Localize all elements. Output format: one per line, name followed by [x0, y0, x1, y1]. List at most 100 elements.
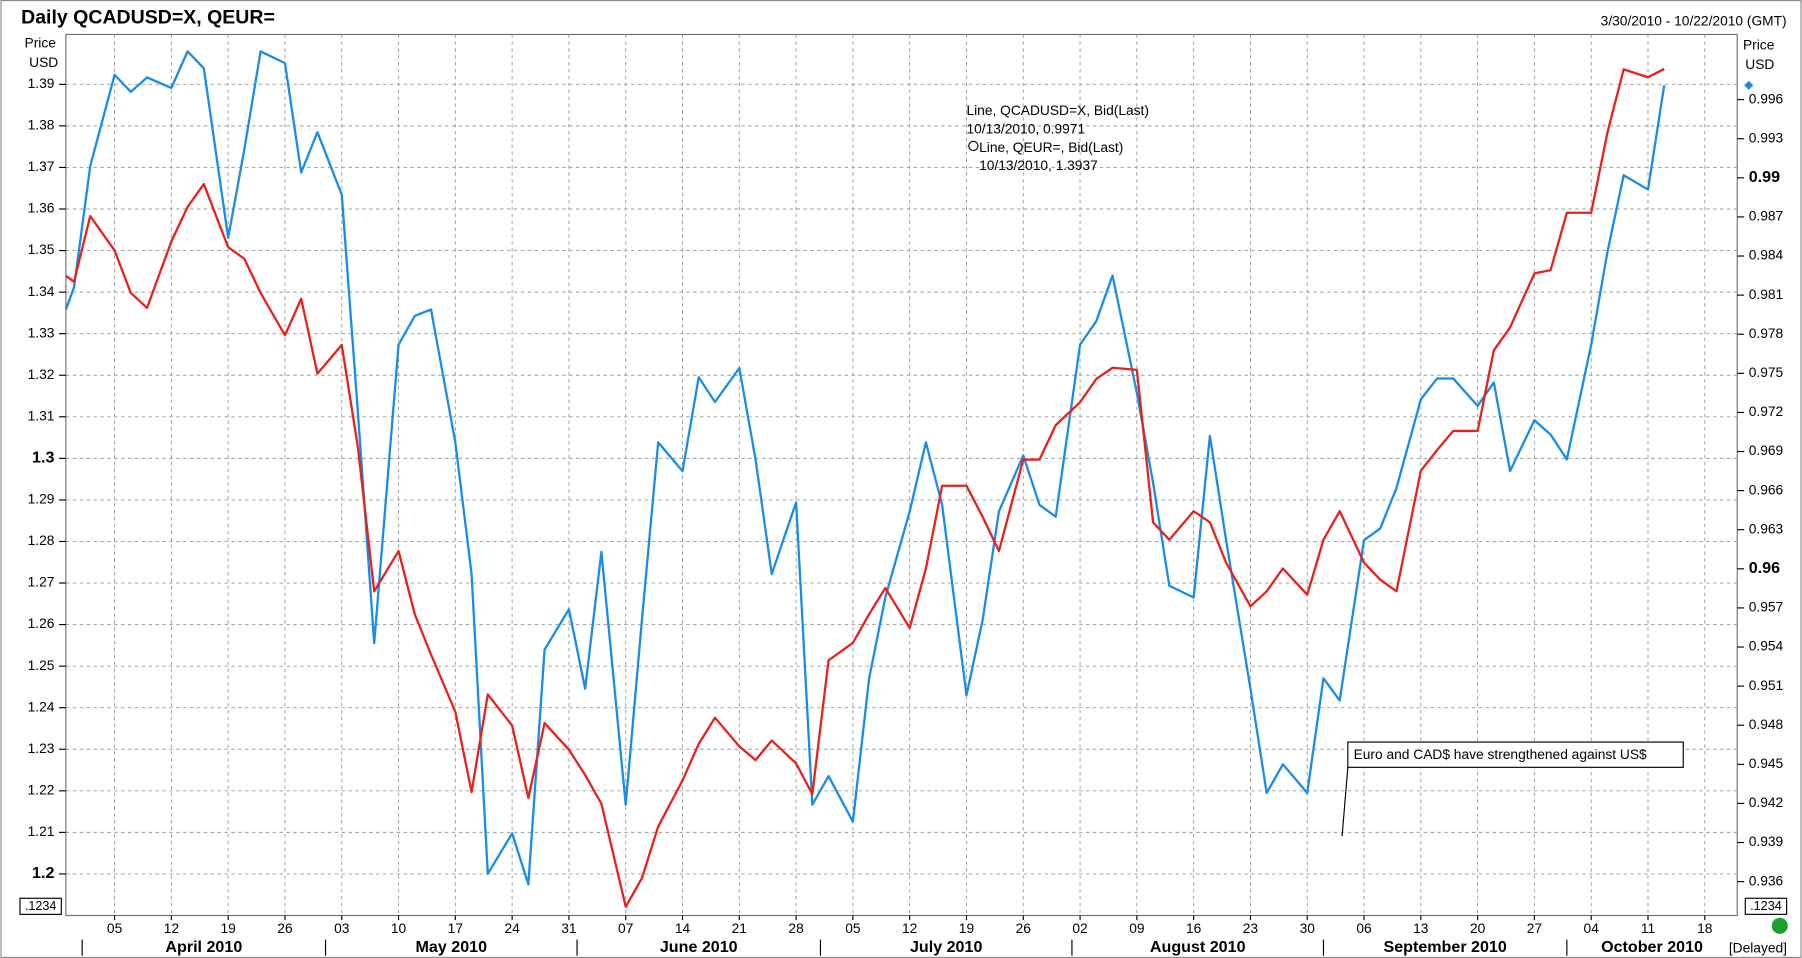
y-tick-label: 1.37 [28, 159, 55, 174]
y-tick-label: 1.32 [28, 367, 55, 382]
x-tick-label: 19 [959, 921, 974, 936]
scale-box [1744, 897, 1788, 915]
y-axis-unit: USD [29, 55, 58, 70]
y2-tick-label: 0.96 [1749, 559, 1780, 577]
x-tick-label: 16 [1186, 921, 1202, 936]
plot-area [65, 33, 1738, 917]
x-tick-label: 28 [788, 921, 804, 936]
y2-tick-label: 0.939 [1749, 834, 1783, 849]
y-tick-label: 1.22 [28, 782, 55, 797]
month-label: October 2010 [1601, 938, 1703, 956]
y2-tick-label: 0.984 [1749, 248, 1784, 263]
status-text: [Delayed] [1729, 940, 1787, 955]
x-tick-label: 05 [845, 921, 861, 936]
y2-tick-label: 0.981 [1749, 287, 1783, 302]
callout-text: Euro and CAD$ have strengthened against … [1354, 747, 1647, 762]
x-tick-label: 09 [1129, 921, 1144, 936]
x-tick-label: 04 [1584, 921, 1600, 936]
y-tick-label: 1.39 [28, 76, 55, 91]
tooltip-series: Line, QCADUSD=X, Bid(Last) [966, 103, 1148, 118]
y-tick-label: 1.28 [28, 533, 55, 548]
y-tick-label: 1.33 [28, 325, 55, 340]
y2-tick-label: 0.948 [1749, 717, 1784, 732]
x-tick-label: 13 [1413, 921, 1429, 936]
y2-tick-label: 0.951 [1749, 678, 1783, 693]
y-tick-label: 1.2 [32, 864, 54, 882]
y-tick-label: 1.34 [28, 284, 55, 299]
y2-tick-label: 0.963 [1749, 521, 1784, 536]
y-tick-label: 1.35 [28, 242, 55, 257]
x-tick-label: 17 [448, 921, 463, 936]
x-tick-label: 21 [732, 921, 747, 936]
x-tick-label: 02 [1072, 921, 1087, 936]
series-line [64, 50, 1666, 886]
y2-tick-label: 0.99 [1749, 168, 1780, 186]
scale-box [19, 897, 62, 915]
x-tick-label: 06 [1356, 921, 1372, 936]
month-label: June 2010 [660, 938, 738, 956]
last-value-marker [1744, 80, 1754, 90]
x-tick-label: 07 [618, 921, 633, 936]
y2-tick-label: 0.993 [1749, 130, 1784, 145]
tooltip-icon [968, 140, 979, 152]
y-tick-label: 1.21 [28, 824, 55, 839]
scale-box-text: .1234 [1750, 899, 1782, 913]
y-tick-label: 1.23 [28, 741, 55, 756]
y2-tick-label: 0.972 [1749, 404, 1783, 419]
x-tick-label: 20 [1470, 921, 1486, 936]
y2-tick-label: 0.966 [1749, 482, 1784, 497]
x-tick-label: 18 [1697, 921, 1713, 936]
x-tick-label: 27 [1527, 921, 1542, 936]
y-axis-label: Price [25, 35, 57, 50]
scale-box-text: .1234 [25, 899, 57, 913]
month-label: July 2010 [910, 938, 982, 956]
x-tick-label: 11 [1641, 921, 1655, 936]
tooltip-series: Line, QEUR=, Bid(Last) [979, 140, 1123, 155]
status-indicator [1771, 917, 1788, 934]
x-tick-label: 03 [334, 921, 350, 936]
y2-tick-label: 0.975 [1749, 365, 1784, 380]
x-tick-label: 05 [107, 921, 123, 936]
x-tick-label: 12 [164, 921, 179, 936]
y2-tick-label: 0.978 [1749, 326, 1784, 341]
tooltip-value: 10/13/2010, 0.9971 [966, 121, 1085, 136]
y2-tick-label: 0.945 [1749, 756, 1784, 771]
y2-tick-label: 0.936 [1749, 873, 1784, 888]
date-range: 3/30/2010 - 10/22/2010 (GMT) [1601, 13, 1787, 28]
y-tick-label: 1.36 [28, 201, 55, 216]
y-tick-label: 1.38 [28, 118, 55, 133]
x-tick-label: 19 [221, 921, 236, 936]
callout-leader [1341, 767, 1349, 837]
month-label: April 2010 [165, 938, 242, 956]
x-tick-label: 26 [277, 921, 293, 936]
y-tick-label: 1.26 [28, 616, 55, 631]
y-tick-label: 1.27 [28, 575, 55, 590]
x-tick-label: 26 [1016, 921, 1032, 936]
month-label: May 2010 [416, 938, 488, 956]
y2-tick-label: 0.954 [1749, 639, 1784, 654]
grid [65, 34, 1738, 916]
y-tick-label: 1.31 [28, 408, 55, 423]
x-tick-label: 30 [1300, 921, 1316, 936]
x-tick-label: 12 [902, 921, 917, 936]
month-label: September 2010 [1383, 938, 1506, 956]
x-tick-label: 31 [561, 921, 576, 936]
x-tick-label: 10 [391, 921, 407, 936]
tooltip-value: 10/13/2010, 1.3937 [979, 158, 1098, 173]
month-label: August 2010 [1150, 938, 1246, 956]
y2-tick-label: 0.942 [1749, 795, 1783, 810]
y-tick-label: 1.29 [28, 492, 55, 507]
y-tick-label: 1.25 [28, 658, 55, 673]
y2-tick-label: 0.987 [1749, 209, 1783, 224]
y-tick-label: 1.3 [32, 449, 54, 467]
chart-title: Daily QCADUSD=X, QEUR= [21, 7, 275, 29]
x-tick-label: 23 [1243, 921, 1259, 936]
y2-tick-label: 0.996 [1749, 91, 1784, 106]
series-line [65, 67, 1665, 908]
x-tick-label: 14 [675, 921, 691, 936]
y-tick-label: 1.24 [28, 699, 55, 714]
lines [64, 50, 1666, 908]
y2-tick-label: 0.957 [1749, 600, 1783, 615]
x-tick-label: 24 [504, 921, 520, 936]
